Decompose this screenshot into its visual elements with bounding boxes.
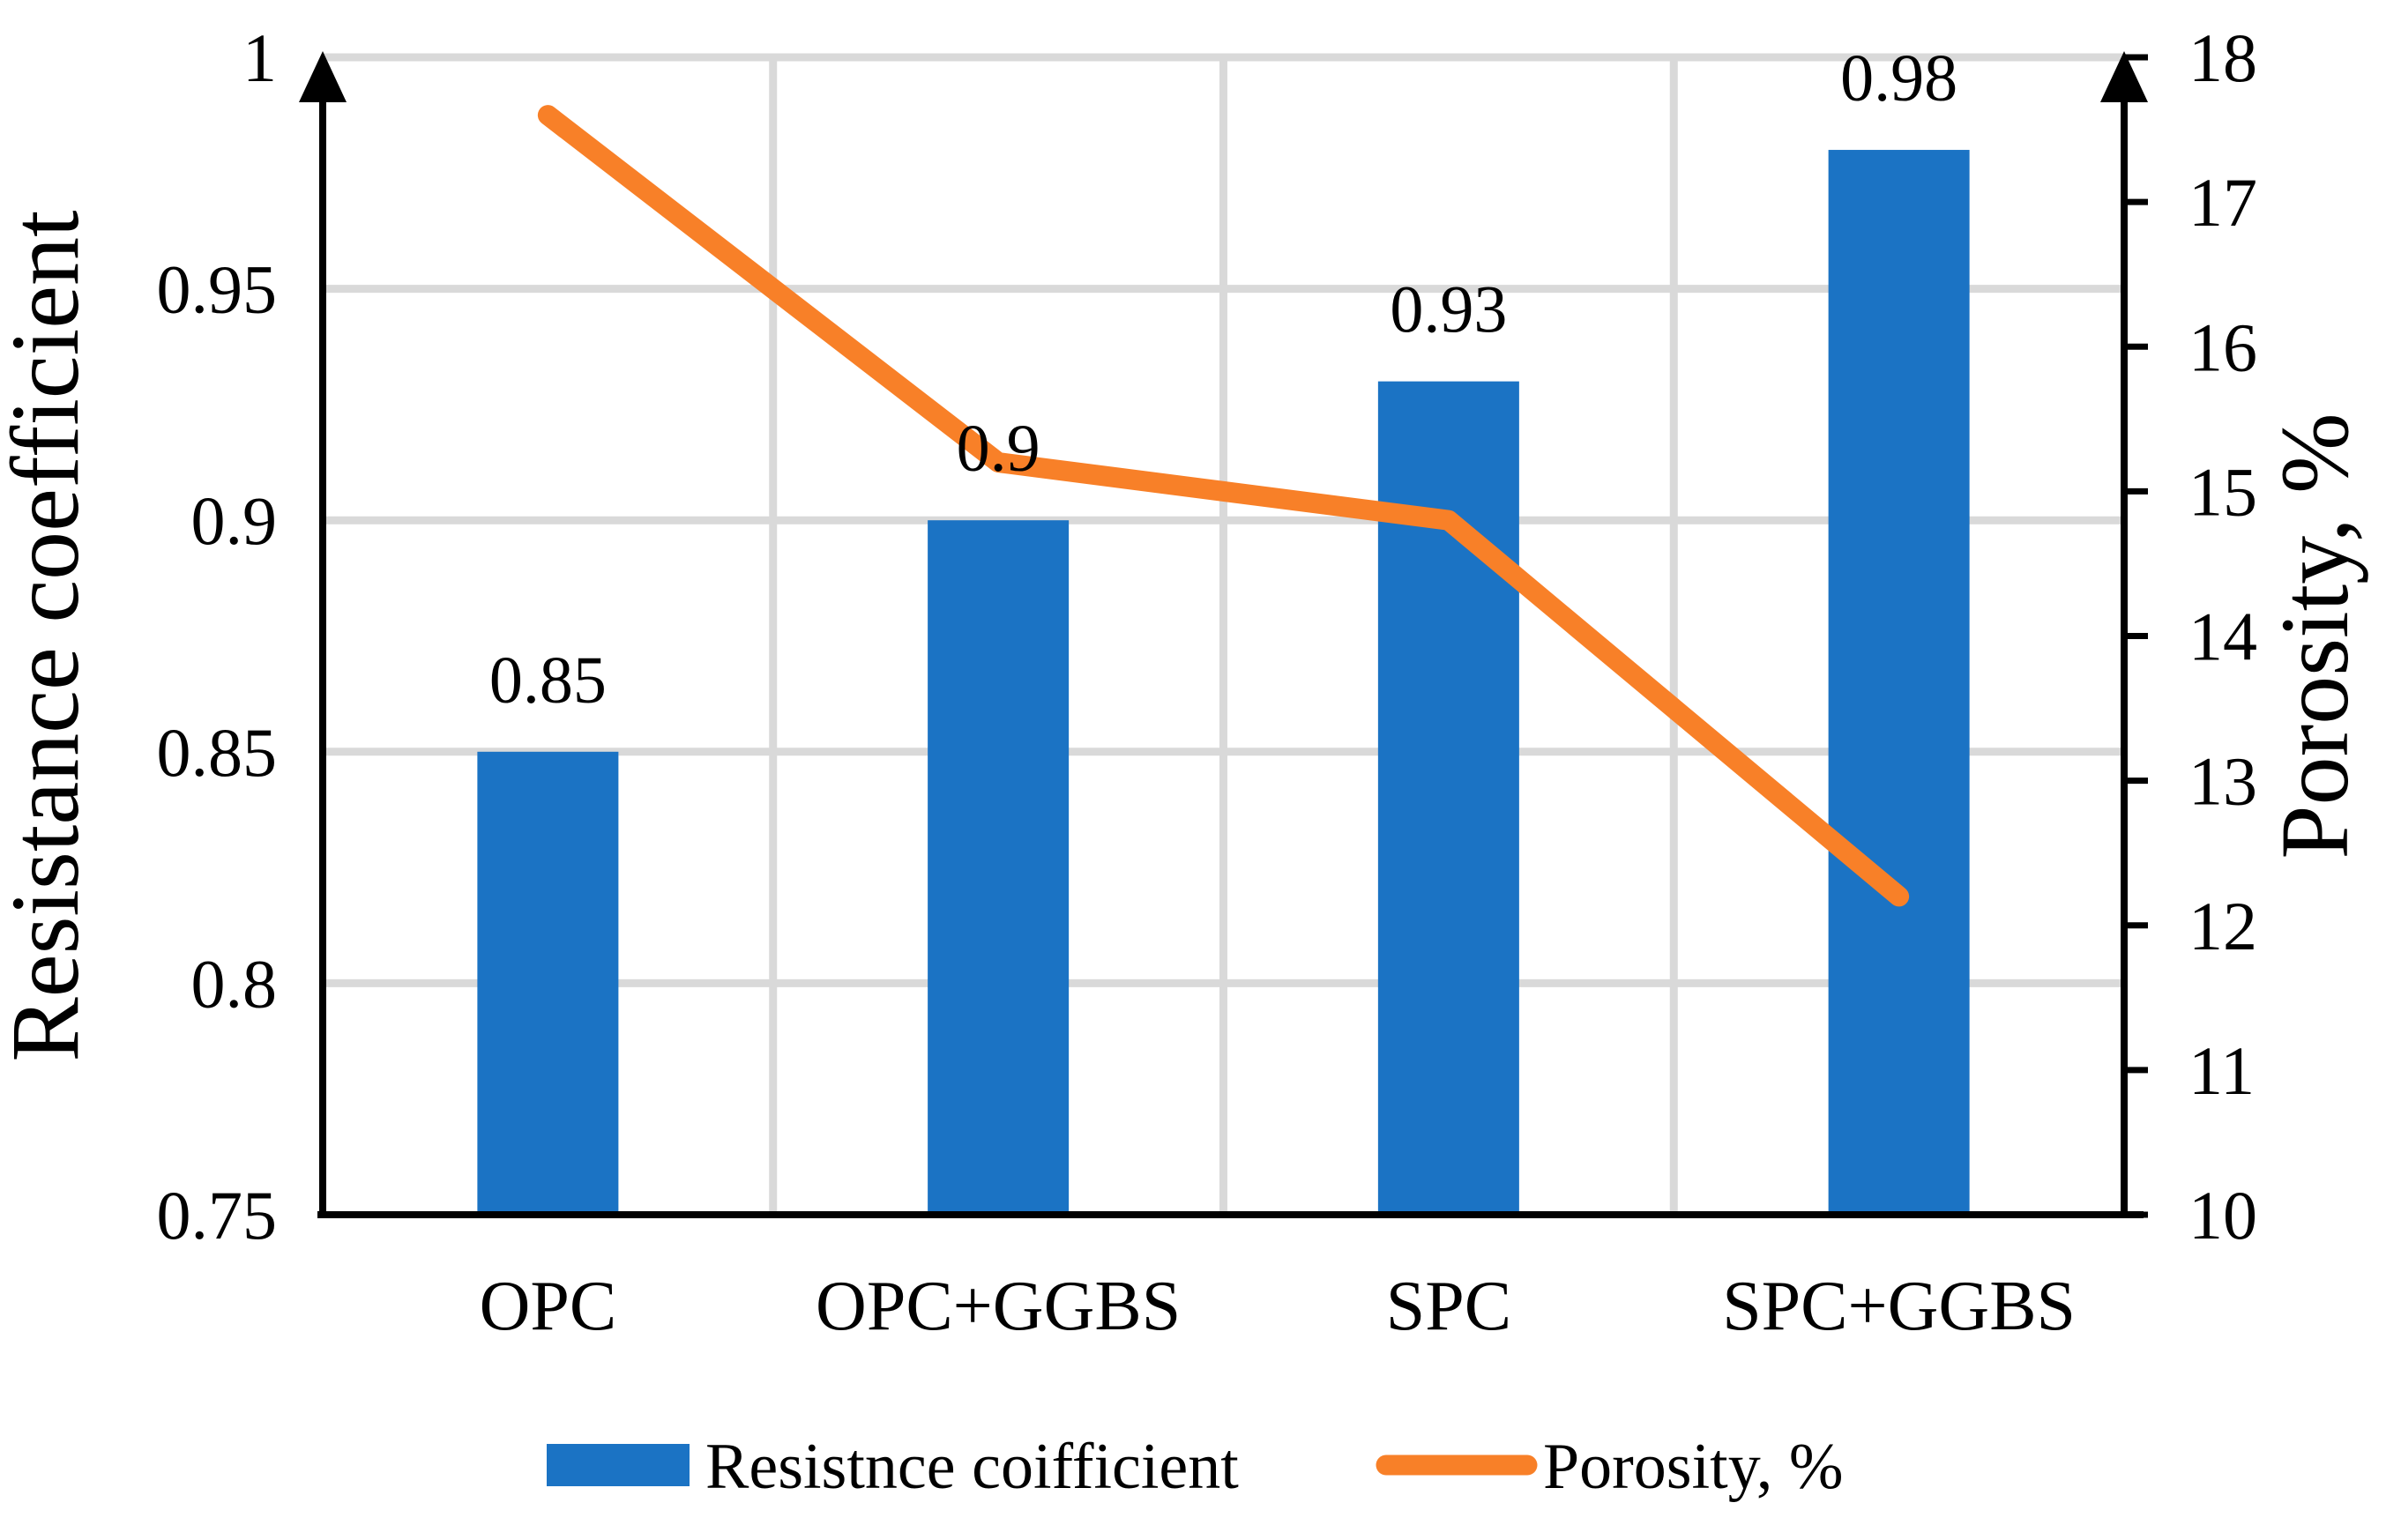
right-axis-tick-label: 13 <box>2188 743 2257 820</box>
porosity-line <box>537 105 1910 907</box>
right-axis-tick-label: 17 <box>2188 164 2257 241</box>
bar-data-label: 0.93 <box>1390 273 1507 347</box>
left-axis-tick-label: 0.75 <box>157 1177 278 1254</box>
left-axis-tick-label: 0.85 <box>157 714 278 791</box>
left-axis-arrow <box>299 51 347 102</box>
legend-bar-swatch <box>547 1444 690 1486</box>
right-axis-title: Porosity, % <box>2261 413 2368 859</box>
bar <box>477 751 619 1211</box>
left-axis-tick-label: 1 <box>242 19 277 96</box>
category-label: OPC+GGBS <box>816 1268 1181 1345</box>
category-label: SPC <box>1386 1268 1511 1345</box>
right-axis-arrow <box>2100 51 2148 102</box>
legend-label: Porosity, % <box>1543 1431 1844 1503</box>
legend-label: Resistnce coifficient <box>705 1431 1239 1503</box>
right-axis-tick-label: 18 <box>2188 19 2257 96</box>
right-axis-tick-label: 11 <box>2188 1032 2255 1109</box>
bar <box>1828 150 1970 1211</box>
right-axis-tick-label: 14 <box>2188 599 2257 675</box>
bar-data-label: 0.85 <box>489 644 607 718</box>
bar-data-label: 0.9 <box>957 412 1040 486</box>
category-label: OPC <box>480 1268 617 1345</box>
left-axis-title: Resistance coefficient <box>0 210 99 1061</box>
right-axis-tick-label: 12 <box>2188 888 2257 964</box>
left-axis-tick-label: 0.95 <box>157 251 278 328</box>
right-axis-tick-label: 16 <box>2188 309 2257 385</box>
left-axis-tick-label: 0.9 <box>191 482 278 559</box>
category-label: SPC+GGBS <box>1722 1268 2076 1345</box>
bar-data-label: 0.98 <box>1840 41 1957 115</box>
left-axis-tick-label: 0.8 <box>191 945 278 1022</box>
right-axis-tick-label: 10 <box>2188 1177 2257 1254</box>
right-axis-tick-label: 15 <box>2188 453 2257 530</box>
bar <box>928 520 1070 1211</box>
